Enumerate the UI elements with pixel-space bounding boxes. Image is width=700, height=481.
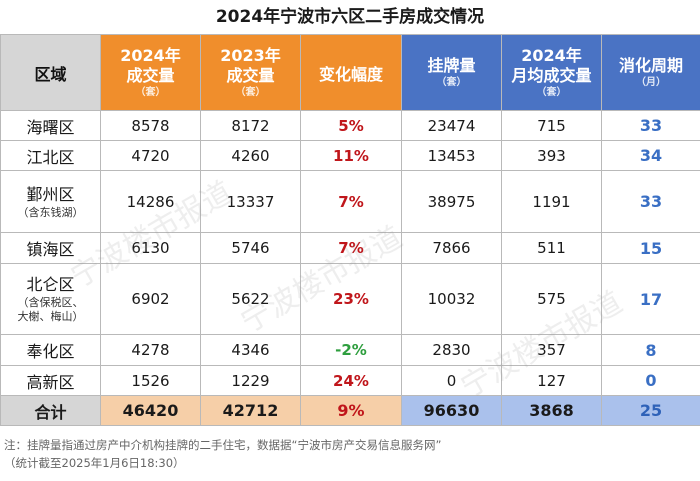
listings-cell: 7866 — [401, 232, 502, 264]
sales-2024-cell: 8578 — [100, 110, 201, 141]
total-listings: 96630 — [401, 395, 502, 426]
table-row: 江北区 4720 4260 11% 13453 393 34 — [0, 140, 700, 171]
change-cell: 24% — [300, 365, 402, 396]
monthly-avg-cell: 715 — [501, 110, 602, 141]
change-cell: 11% — [300, 140, 402, 171]
table-row: 镇海区 6130 5746 7% 7866 511 15 — [0, 232, 700, 264]
sales-2023-cell: 1229 — [200, 365, 301, 396]
listings-cell: 13453 — [401, 140, 502, 171]
header-monthly-avg-year: 2024年 — [521, 45, 582, 65]
cycle-cell: 15 — [601, 232, 700, 264]
header-region: 区域 — [0, 34, 101, 111]
header-sales-2024-label: 成交量 — [126, 65, 175, 85]
header-listings-unit: （套） — [436, 76, 467, 88]
region-note: （含东钱湖） — [17, 205, 84, 219]
listings-cell: 10032 — [401, 263, 502, 335]
monthly-avg-cell: 511 — [501, 232, 602, 264]
footnote-line-2: （统计截至2025年1月6日18:30） — [4, 456, 185, 470]
header-cycle-label: 消化周期 — [618, 55, 683, 75]
table-row: 高新区 1526 1229 24% 0 127 0 — [0, 365, 700, 396]
sales-2024-cell: 1526 — [100, 365, 201, 396]
region-note-2: 大榭、梅山） — [17, 310, 84, 323]
sales-2023-cell: 5622 — [200, 263, 301, 335]
region-name: 鄞州区 — [26, 184, 75, 204]
sales-2023-cell: 4346 — [200, 334, 301, 366]
sales-2024-cell: 4720 — [100, 140, 201, 171]
sales-2023-cell: 4260 — [200, 140, 301, 171]
sales-2024-cell: 6130 — [100, 232, 201, 264]
header-listings-label: 挂牌量 — [427, 55, 476, 75]
region-cell: 镇海区 — [0, 232, 101, 264]
table-row: 鄞州区 （含东钱湖） 14286 13337 7% 38975 1191 33 — [0, 170, 700, 233]
monthly-avg-cell: 575 — [501, 263, 602, 335]
total-label: 合计 — [0, 395, 101, 426]
cycle-cell: 17 — [601, 263, 700, 335]
change-cell: 5% — [300, 110, 402, 141]
footnote: 注：挂牌量指通过房产中介机构挂牌的二手住宅，数据据“宁波市房产交易信息服务网” … — [4, 436, 696, 472]
region-cell: 江北区 — [0, 140, 101, 171]
monthly-avg-cell: 127 — [501, 365, 602, 396]
header-monthly-avg-unit: （套） — [536, 86, 567, 98]
sales-2024-cell: 6902 — [100, 263, 201, 335]
region-note: （含保税区、 — [17, 296, 84, 309]
cycle-cell: 0 — [601, 365, 700, 396]
header-cycle: 消化周期 （月） — [601, 34, 700, 111]
total-sales-2024: 46420 — [100, 395, 201, 426]
total-monthly-avg: 3868 — [501, 395, 602, 426]
cycle-cell: 34 — [601, 140, 700, 171]
header-monthly-avg-label: 月均成交量 — [511, 65, 592, 85]
cycle-cell: 33 — [601, 170, 700, 233]
table-row: 北仑区 （含保税区、 大榭、梅山） 6902 5622 23% 10032 57… — [0, 263, 700, 335]
header-sales-2023-unit: （套） — [235, 86, 266, 98]
change-cell: 7% — [300, 232, 402, 264]
header-sales-2024-unit: （套） — [135, 86, 166, 98]
monthly-avg-cell: 393 — [501, 140, 602, 171]
header-sales-2024-year: 2024年 — [120, 45, 181, 65]
header-sales-2023-year: 2023年 — [220, 45, 281, 65]
listings-cell: 2830 — [401, 334, 502, 366]
sales-2024-cell: 14286 — [100, 170, 201, 233]
header-cycle-unit: （月） — [636, 76, 666, 88]
listings-cell: 0 — [401, 365, 502, 396]
change-cell: 7% — [300, 170, 402, 233]
change-cell: 23% — [300, 263, 402, 335]
total-change: 9% — [300, 395, 402, 426]
region-cell: 海曙区 — [0, 110, 101, 141]
region-cell: 奉化区 — [0, 334, 101, 366]
total-cycle: 25 — [601, 395, 700, 426]
region-cell: 北仑区 （含保税区、 大榭、梅山） — [0, 263, 101, 335]
table-row: 奉化区 4278 4346 -2% 2830 357 8 — [0, 334, 700, 366]
header-change: 变化幅度 — [300, 34, 402, 111]
monthly-avg-cell: 357 — [501, 334, 602, 366]
sales-2023-cell: 8172 — [200, 110, 301, 141]
header-sales-2023: 2023年 成交量 （套） — [200, 34, 301, 111]
table-title: 2024年宁波市六区二手房成交情况 — [215, 7, 485, 27]
listings-cell: 38975 — [401, 170, 502, 233]
region-cell: 鄞州区 （含东钱湖） — [0, 170, 101, 233]
header-sales-2024: 2024年 成交量 （套） — [100, 34, 201, 111]
sales-2024-cell: 4278 — [100, 334, 201, 366]
header-monthly-avg: 2024年 月均成交量 （套） — [501, 34, 602, 111]
region-name: 北仑区 — [26, 275, 75, 294]
total-sales-2023: 42712 — [200, 395, 301, 426]
sales-2023-cell: 13337 — [200, 170, 301, 233]
cycle-cell: 33 — [601, 110, 700, 141]
monthly-avg-cell: 1191 — [501, 170, 602, 233]
table-row: 海曙区 8578 8172 5% 23474 715 33 — [0, 110, 700, 141]
sales-2023-cell: 5746 — [200, 232, 301, 264]
header-sales-2023-label: 成交量 — [226, 65, 275, 85]
header-row: 区域 2024年 成交量 （套） 2023年 成交量 （套） 变化幅度 挂牌量 … — [0, 34, 700, 111]
total-row: 合计 46420 42712 9% 96630 3868 25 — [0, 395, 700, 426]
footnote-line-1: 注：挂牌量指通过房产中介机构挂牌的二手住宅，数据据“宁波市房产交易信息服务网” — [4, 438, 442, 452]
region-cell: 高新区 — [0, 365, 101, 396]
header-listings: 挂牌量 （套） — [401, 34, 502, 111]
listings-cell: 23474 — [401, 110, 502, 141]
sales-table: 区域 2024年 成交量 （套） 2023年 成交量 （套） 变化幅度 挂牌量 … — [0, 34, 700, 426]
change-cell: -2% — [300, 334, 402, 366]
cycle-cell: 8 — [601, 334, 700, 366]
